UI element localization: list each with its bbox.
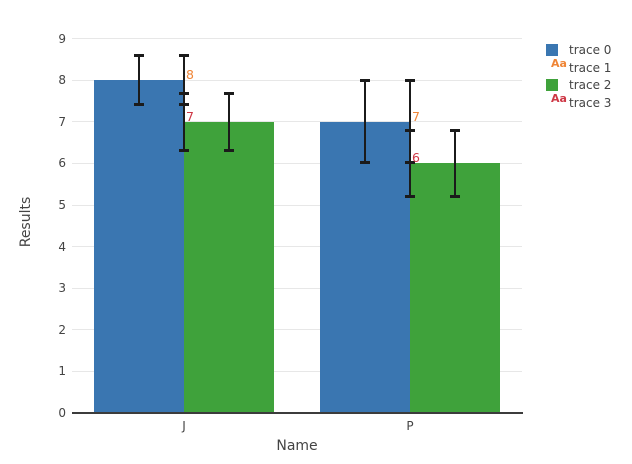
bar-trace-2-p	[410, 163, 500, 413]
error-bar-trace-1-j	[182, 55, 186, 106]
bar-trace-0-p	[320, 121, 410, 413]
error-bar-trace-0-j-cap-top	[134, 54, 144, 58]
gridline-y-5	[72, 204, 522, 206]
error-bar-trace-0-p	[363, 80, 367, 164]
gridline-y-9	[72, 38, 522, 40]
y-tick-label-3: 3	[58, 281, 66, 296]
y-tick-label-1: 1	[58, 364, 66, 379]
y-tick-label-6: 6	[58, 156, 66, 171]
gridline-y-7	[72, 121, 522, 123]
gridline-y-1	[72, 370, 522, 372]
gridline-y-6	[72, 162, 522, 164]
error-bar-trace-2-j-cap-bottom	[224, 148, 234, 152]
error-bar-trace-2-j-cap-top	[224, 91, 234, 95]
error-bar-trace-3-j-cap-bottom	[179, 148, 189, 152]
y-tick-label-5: 5	[58, 198, 66, 212]
y-tick-label-9: 9	[58, 31, 66, 46]
text-label-trace-1-j: 8	[186, 67, 194, 83]
gridline-y-8	[72, 79, 522, 81]
gridline-y-2	[72, 329, 522, 331]
y-tick-label-8: 8	[58, 73, 66, 88]
error-bar-trace-1-p	[408, 80, 412, 164]
legend: trace 0 Aa trace 1 trace 2 Aa trace 3	[545, 41, 611, 112]
error-bar-trace-2-j	[227, 92, 231, 151]
error-bar-trace-3-p-cap-bottom	[405, 194, 415, 198]
gridline-y-3	[72, 287, 522, 289]
error-bar-trace-3-p-cap-top	[405, 129, 415, 133]
error-bar-trace-2-p-cap-top	[450, 129, 460, 133]
x-axis-title: Name	[276, 438, 318, 454]
legend-item-trace-0[interactable]: trace 0	[545, 41, 611, 59]
text-label-trace-1-p: 7	[412, 108, 420, 124]
y-tick-label-4: 4	[58, 239, 66, 254]
legend-swatch-icon	[545, 43, 569, 56]
gridline-y-4	[72, 246, 522, 248]
error-bar-trace-0-p-cap-bottom	[360, 161, 370, 165]
error-bar-trace-0-p-cap-top	[360, 79, 370, 83]
bar-trace-0-j	[94, 80, 184, 413]
error-bar-trace-3-p	[408, 130, 412, 197]
legend-label: trace 2	[569, 78, 612, 93]
legend-item-trace-1[interactable]: Aa trace 1	[545, 58, 612, 77]
legend-label: trace 1	[569, 60, 612, 75]
error-bar-trace-3-j	[182, 92, 186, 151]
y-tick-label-0: 0	[58, 406, 66, 420]
y-tick-label-7: 7	[58, 114, 66, 129]
legend-color-square	[546, 79, 558, 92]
x-tick-label-p: P	[406, 419, 414, 433]
bar-trace-2-j	[184, 121, 274, 413]
legend-aa-glyph: Aa	[551, 92, 567, 106]
error-bar-trace-1-j-cap-top	[179, 54, 189, 58]
error-bar-trace-1-p-cap-top	[405, 79, 415, 83]
error-bar-trace-2-p-cap-bottom	[450, 194, 460, 198]
legend-aa-glyph: Aa	[551, 57, 567, 71]
legend-label: trace 3	[569, 95, 612, 110]
text-label-trace-3-j: 7	[186, 108, 194, 124]
legend-label: trace 0	[569, 42, 612, 57]
legend-swatch-icon	[545, 79, 569, 92]
x-axis-line	[72, 412, 523, 414]
y-tick-label-2: 2	[58, 322, 66, 337]
error-bar-trace-0-j-cap-bottom	[134, 103, 144, 107]
legend-item-trace-3[interactable]: Aa trace 3	[545, 93, 612, 112]
legend-text-trace-icon: Aa	[545, 93, 569, 108]
legend-item-trace-2[interactable]: trace 2	[545, 76, 611, 94]
error-bar-trace-3-j-cap-top	[179, 91, 189, 95]
y-axis-title: Results	[18, 196, 34, 248]
text-label-trace-3-p: 6	[412, 150, 420, 166]
error-bar-trace-2-p	[453, 130, 457, 197]
error-bar-trace-0-j	[137, 55, 141, 106]
legend-text-trace-icon: Aa	[545, 58, 569, 73]
x-tick-label-j: J	[182, 419, 186, 433]
legend-color-square	[546, 43, 558, 56]
